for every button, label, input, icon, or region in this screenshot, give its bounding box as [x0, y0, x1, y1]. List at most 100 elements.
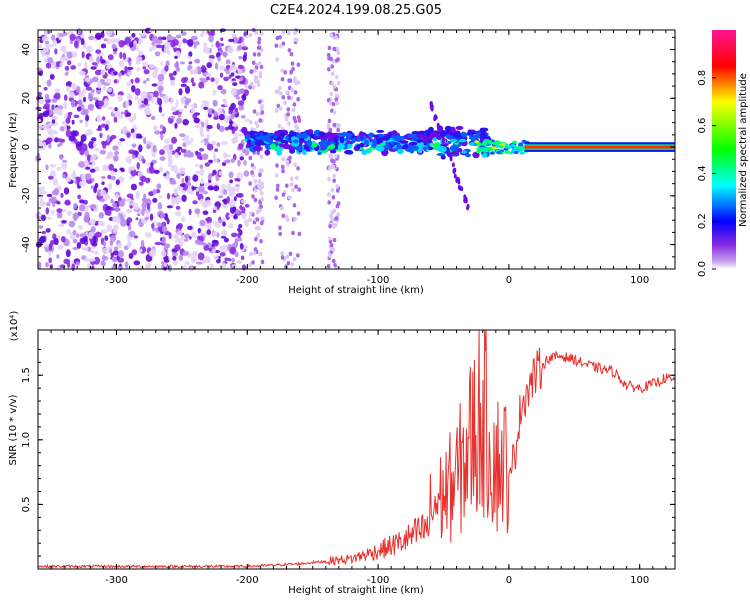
band-blob	[254, 139, 263, 147]
band-blob	[376, 145, 385, 152]
noise-blob	[289, 52, 294, 57]
noise-blob	[239, 156, 244, 161]
noise-blob	[54, 48, 58, 55]
noise-blob	[172, 47, 180, 51]
noise-blob	[274, 89, 279, 94]
noise-blob	[260, 197, 265, 202]
noise-blob	[281, 30, 286, 35]
band-blob	[472, 134, 481, 139]
noise-blob	[330, 210, 335, 215]
noise-blob	[73, 114, 80, 119]
noise-blob	[242, 54, 247, 62]
noise-blob	[86, 263, 93, 269]
noise-blob	[255, 210, 260, 215]
band-blob	[397, 148, 404, 155]
noise-blob	[336, 80, 341, 86]
noise-blob	[141, 208, 145, 216]
noise-blob	[138, 181, 144, 186]
noise-blob	[330, 71, 335, 77]
band-blob	[463, 194, 467, 200]
band-blob	[380, 136, 390, 141]
noise-blob	[45, 44, 49, 53]
noise-blob	[110, 198, 114, 204]
band-blob	[376, 138, 381, 145]
noise-blob	[49, 74, 55, 80]
noise-blob	[223, 160, 231, 164]
noise-blob	[100, 189, 107, 197]
noise-blob	[167, 149, 173, 155]
y-tick-label: -20	[21, 188, 32, 204]
noise-blob	[48, 142, 52, 149]
noise-blob	[171, 252, 179, 257]
noise-blob	[159, 149, 165, 156]
noise-blob	[58, 223, 64, 227]
noise-blob	[229, 246, 237, 255]
noise-blob	[138, 32, 146, 37]
noise-blob	[199, 164, 204, 169]
noise-blob	[225, 212, 230, 221]
noise-blob	[252, 251, 257, 256]
noise-blob	[175, 205, 181, 210]
noise-blob	[257, 45, 262, 50]
noise-blob	[202, 190, 208, 195]
noise-blob	[248, 32, 253, 38]
band-blob	[402, 144, 409, 150]
noise-blob	[237, 89, 245, 94]
noise-blob	[76, 86, 81, 93]
noise-blob	[101, 181, 105, 185]
noise-blob	[93, 141, 97, 148]
noise-blob	[218, 113, 225, 121]
noise-blob	[63, 124, 67, 132]
noise-blob	[157, 73, 165, 82]
noise-blob	[115, 206, 120, 213]
noise-blob	[239, 76, 244, 82]
noise-blob	[131, 32, 136, 38]
noise-blob	[151, 227, 158, 232]
band-blob	[393, 135, 402, 142]
noise-blob	[47, 128, 54, 136]
noise-blob	[240, 115, 246, 119]
noise-blob	[90, 226, 96, 233]
noise-blob	[59, 62, 64, 68]
noise-blob	[238, 143, 244, 150]
band-blob	[376, 129, 385, 133]
noise-blob	[327, 177, 331, 182]
noise-blob	[43, 244, 51, 248]
noise-blob	[163, 45, 169, 54]
noise-blob	[152, 197, 158, 203]
noise-blob	[114, 194, 120, 199]
noise-blob	[133, 235, 138, 239]
noise-blob	[135, 217, 139, 221]
band-blob	[436, 144, 441, 151]
noise-blob	[244, 118, 250, 123]
noise-blob	[203, 230, 208, 237]
noise-blob	[158, 166, 163, 172]
noise-blob	[231, 232, 238, 238]
noise-blob	[125, 198, 132, 202]
noise-blob	[175, 34, 182, 39]
noise-blob	[293, 162, 298, 167]
noise-blob	[226, 196, 230, 204]
noise-blob	[172, 260, 179, 266]
band-blob	[265, 138, 273, 143]
noise-blob	[327, 56, 331, 61]
noise-blob	[180, 234, 185, 242]
noise-blob	[170, 106, 177, 112]
noise-blob	[40, 47, 47, 55]
noise-blob	[141, 201, 147, 210]
noise-blob	[137, 153, 142, 161]
noise-blob	[78, 90, 83, 99]
noise-blob	[250, 170, 254, 175]
noise-blob	[181, 77, 187, 84]
noise-blob	[45, 207, 50, 215]
noise-blob	[151, 45, 156, 51]
noise-blob	[160, 132, 164, 141]
noise-blob	[62, 56, 69, 62]
band-blob	[249, 130, 255, 136]
noise-blob	[335, 74, 339, 80]
noise-blob	[232, 206, 237, 212]
noise-blob	[231, 139, 239, 143]
noise-blob	[79, 70, 86, 76]
noise-blob	[90, 250, 95, 254]
